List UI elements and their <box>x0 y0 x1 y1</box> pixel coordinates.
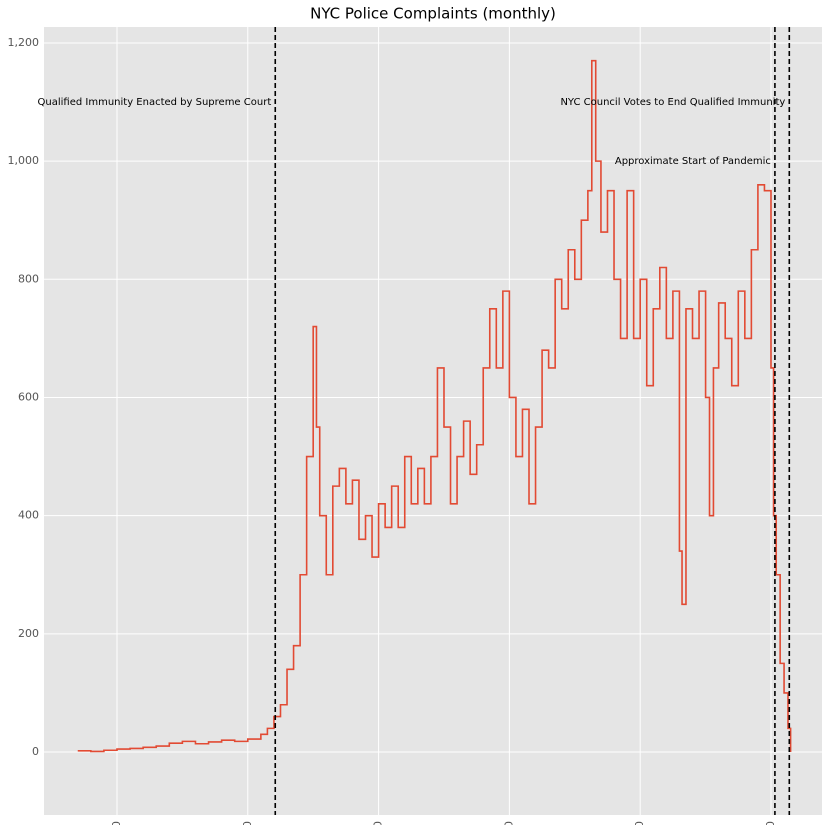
x-tick-label: 1980 <box>241 821 254 825</box>
y-tick-label: 200 <box>18 627 39 640</box>
x-tick-label: 1990 <box>372 821 385 825</box>
y-tick-label: 1,000 <box>8 154 40 167</box>
y-tick-label: 400 <box>18 509 39 522</box>
annotation: Qualified Immunity Enacted by Supreme Co… <box>38 97 272 108</box>
chart-title: NYC Police Complaints (monthly) <box>310 5 556 23</box>
y-tick-label: 0 <box>32 745 39 758</box>
data-line <box>77 59 792 753</box>
y-tick-label: 1,200 <box>8 36 40 49</box>
plot-background <box>44 27 822 815</box>
x-tick-label: 2010 <box>633 821 646 825</box>
x-tick-label: 2020 <box>764 821 777 825</box>
y-tick-label: 600 <box>18 390 39 403</box>
x-tick-label: 2000 <box>502 821 515 825</box>
annotation: NYC Council Votes to End Qualified Immun… <box>560 97 785 108</box>
annotation: Approximate Start of Pandemic <box>615 156 771 167</box>
y-tick-label: 800 <box>18 272 39 285</box>
x-tick-label: 1970 <box>110 821 123 825</box>
